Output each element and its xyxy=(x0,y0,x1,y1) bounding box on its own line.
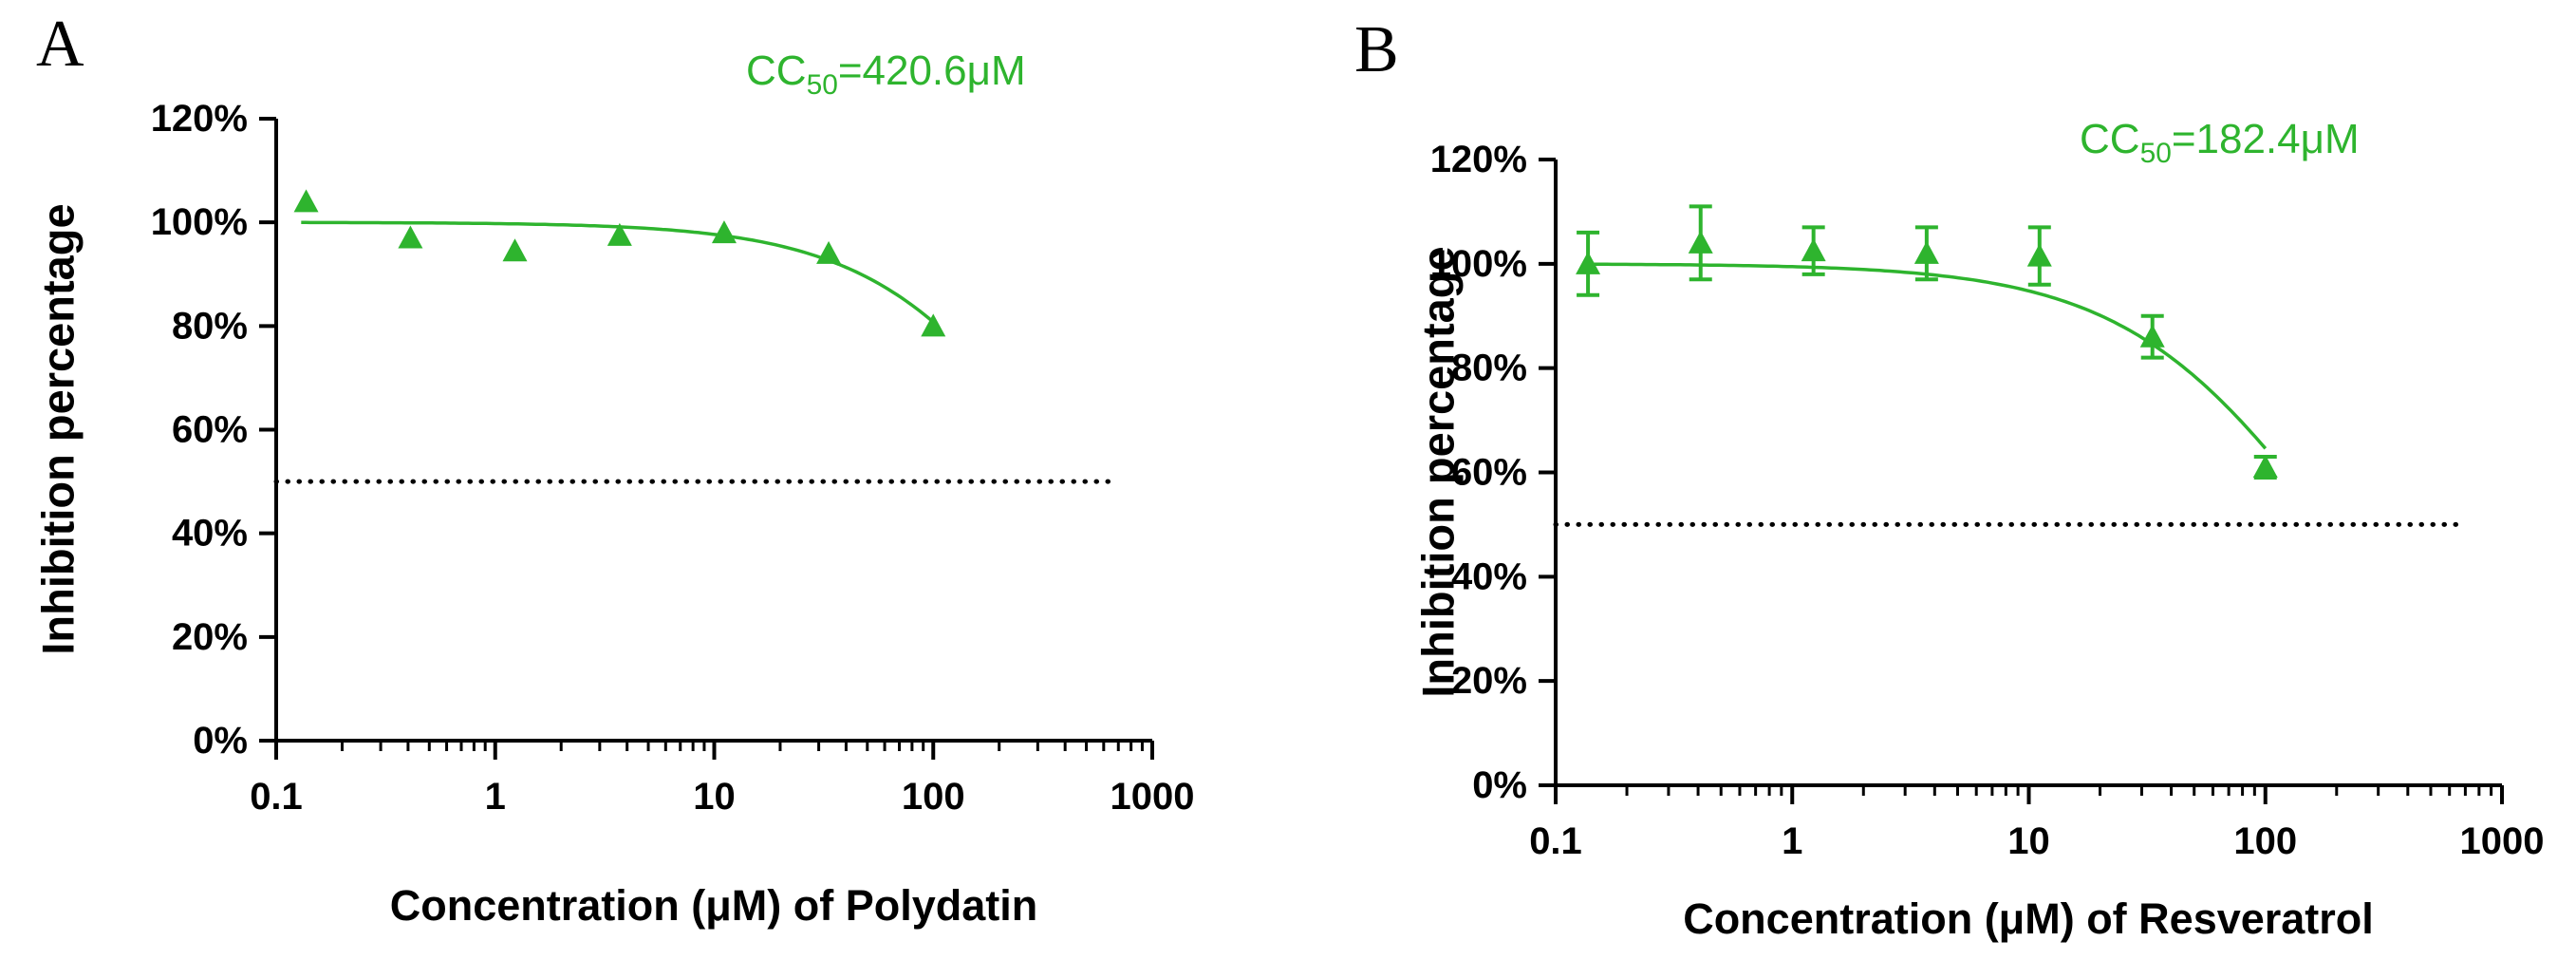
data-point xyxy=(1576,251,1601,274)
cc50-subscript-a: 50 xyxy=(806,68,838,101)
cc50-value-a: =420.6μM xyxy=(837,47,1026,94)
cc50-annotation-a: CC50=420.6μM xyxy=(746,47,1026,99)
x-tick-label: 10 xyxy=(693,776,736,818)
y-tick-label: 20% xyxy=(172,616,248,658)
cc50-prefix-b: CC xyxy=(2080,116,2140,162)
data-point xyxy=(2252,455,2278,479)
panel-b: B Inhibition percentage 0% 20% 40% 60% 80% 10… xyxy=(1288,0,2576,960)
data-point xyxy=(816,240,842,264)
panel-label-b: B xyxy=(1354,13,1399,86)
x-axis-title-a: Concentration (μM) of Polydatin xyxy=(389,881,1038,930)
y-tick-label: 20% xyxy=(1451,660,1527,702)
x-tick-label: 1 xyxy=(485,776,506,818)
panel-a: A Inhibition percentage 0% 20% 40% 60% 80% 10… xyxy=(33,8,1195,931)
x-tick-label: 1 xyxy=(1782,820,1802,862)
data-point xyxy=(1688,230,1713,254)
data-point xyxy=(711,220,737,244)
y-tick-label: 100% xyxy=(151,201,248,243)
y-tick-label: 80% xyxy=(172,305,248,347)
data-point xyxy=(921,313,946,337)
x-tick-label: 10 xyxy=(2007,820,2050,862)
y-tick-label: 100% xyxy=(1430,243,1527,285)
x-tick-label: 100 xyxy=(902,776,965,818)
cc50-value-b: =182.4μM xyxy=(2171,116,2360,162)
chart-a: 0% 20% 40% 60% 80% 100% 120% 0.1 1 10 100 1000 xyxy=(151,98,1195,818)
x-tick-label: 0.1 xyxy=(1529,820,1582,862)
data-point xyxy=(398,225,423,249)
x-tick-label: 100 xyxy=(2233,820,2297,862)
cc50-annotation-b: CC50=182.4μM xyxy=(2080,116,2360,167)
y-tick-label: 0% xyxy=(1472,764,1527,806)
chart-b: 0% 20% 40% 60% 80% 100% 120% 0.1 1 10 100 1000 xyxy=(1430,139,2545,862)
cc50-prefix-a: CC xyxy=(746,47,807,94)
x-tick-label: 1000 xyxy=(2460,820,2545,862)
y-tick-label: 60% xyxy=(1451,452,1527,494)
panel-label-a: A xyxy=(36,8,84,81)
data-point xyxy=(293,189,319,213)
data-point xyxy=(607,222,632,246)
y-tick-label: 120% xyxy=(151,98,248,140)
data-point xyxy=(2139,324,2165,348)
y-tick-label: 0% xyxy=(193,720,248,762)
y-tick-label: 40% xyxy=(1451,555,1527,597)
x-tick-label: 0.1 xyxy=(250,776,303,818)
data-point xyxy=(1801,238,1826,262)
y-tick-label: 120% xyxy=(1430,139,1527,180)
data-point xyxy=(2026,243,2052,267)
cc50-subscript-b: 50 xyxy=(2139,137,2172,169)
x-axis-title-b: Concentration (μM) of Resveratrol xyxy=(1683,894,2374,943)
data-point xyxy=(502,238,528,262)
y-tick-label: 60% xyxy=(172,409,248,451)
y-tick-label: 80% xyxy=(1451,348,1527,389)
y-tick-label: 40% xyxy=(172,513,248,555)
x-tick-label: 1000 xyxy=(1111,776,1195,818)
data-point xyxy=(1913,240,1939,264)
